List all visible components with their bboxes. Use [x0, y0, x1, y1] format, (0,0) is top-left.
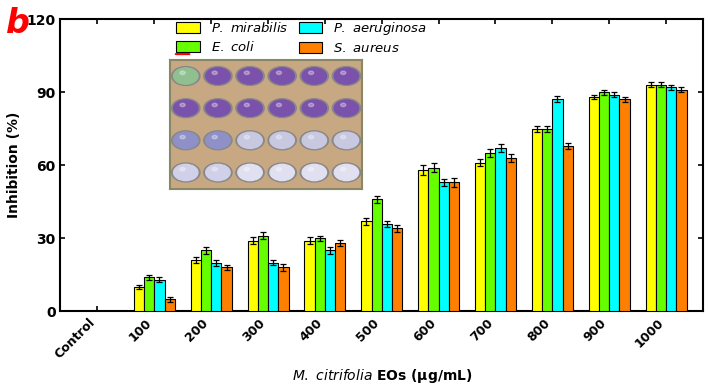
Bar: [439, 182, 449, 311]
Bar: [201, 250, 211, 311]
Bar: [496, 148, 506, 311]
Bar: [315, 238, 325, 311]
Bar: [619, 100, 630, 311]
Bar: [191, 260, 201, 311]
Bar: [506, 158, 516, 311]
Bar: [222, 267, 231, 311]
Bar: [449, 182, 459, 311]
X-axis label: $\mathit{M.\ citrifolia}$ $\mathbf{EOs\ (\mu g/mL)}$: $\mathit{M.\ citrifolia}$ $\mathbf{EOs\ …: [292, 367, 472, 385]
Bar: [325, 250, 335, 311]
Bar: [154, 279, 165, 311]
Bar: [475, 163, 485, 311]
Bar: [211, 263, 222, 311]
Bar: [485, 153, 496, 311]
Bar: [656, 85, 666, 311]
Bar: [278, 267, 288, 311]
Bar: [268, 263, 278, 311]
Bar: [609, 94, 619, 311]
Bar: [335, 243, 345, 311]
Bar: [371, 199, 382, 311]
Bar: [305, 241, 315, 311]
Bar: [677, 90, 687, 311]
Bar: [392, 229, 403, 311]
Bar: [599, 92, 609, 311]
Bar: [144, 277, 154, 311]
Bar: [589, 97, 599, 311]
Bar: [666, 87, 677, 311]
Bar: [258, 236, 268, 311]
Bar: [552, 100, 562, 311]
Bar: [382, 223, 392, 311]
Legend: $\it{P.\ mirabilis}$, $\it{E.\ coli}$, $\it{P.\ aeruginosa}$, $\it{S.\ aureus}$: $\it{P.\ mirabilis}$, $\it{E.\ coli}$, $…: [176, 20, 427, 55]
Bar: [562, 146, 573, 311]
Text: b: b: [6, 7, 30, 40]
Bar: [532, 129, 542, 311]
Y-axis label: Inhibition (%): Inhibition (%): [7, 112, 21, 218]
Bar: [542, 129, 552, 311]
Bar: [134, 287, 144, 311]
Bar: [361, 221, 371, 311]
Bar: [165, 299, 175, 311]
Bar: [248, 241, 258, 311]
Bar: [428, 168, 439, 311]
Bar: [418, 170, 428, 311]
Bar: [645, 85, 656, 311]
